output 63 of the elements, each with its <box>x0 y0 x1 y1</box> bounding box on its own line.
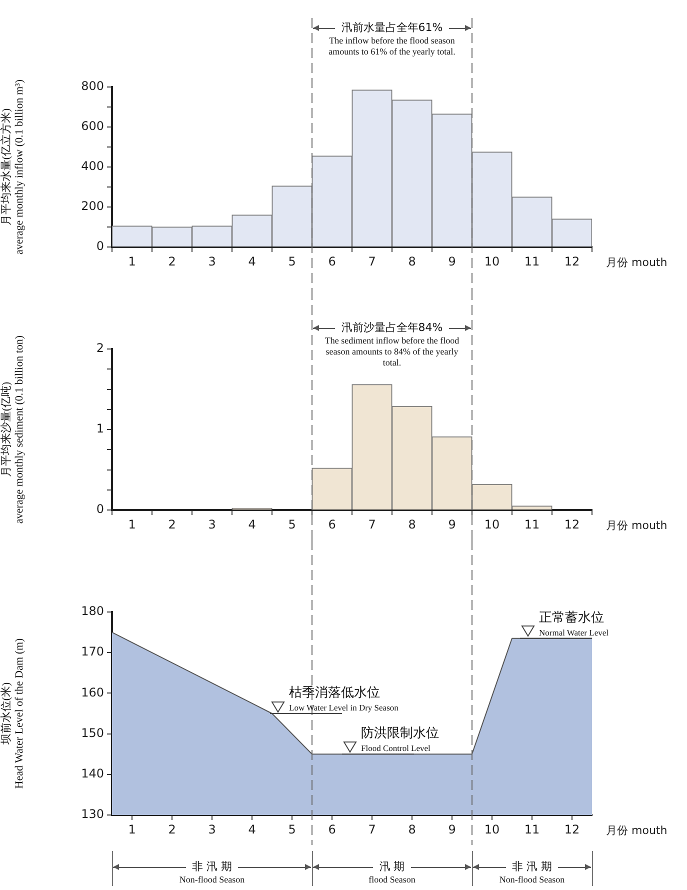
y-tick-label: 1 <box>96 422 104 436</box>
x-tick-label: 12 <box>564 517 580 532</box>
x-tick-label: 10 <box>484 822 500 836</box>
y-tick-label: 2 <box>96 341 104 356</box>
x-tick-label: 3 <box>208 254 216 268</box>
x-tick-label: 5 <box>288 822 296 836</box>
x-tick-label: 11 <box>524 254 540 268</box>
x-tick-label: 7 <box>368 822 376 836</box>
x-tick-label: 4 <box>248 254 256 268</box>
x-tick-label: 12 <box>564 254 580 268</box>
y-tick-label: 0 <box>96 502 104 516</box>
x-tick-label: 3 <box>208 517 216 532</box>
annotation: 汛前沙量占全年84% The sediment inflow before the flood season amounts to 84% of the yearly total. <box>324 320 460 368</box>
x-tick-label: 8 <box>408 517 416 532</box>
x-tick-label: 11 <box>524 517 540 532</box>
x-tick-label: 5 <box>288 517 296 532</box>
annotation: 正常蓄水位 Normal Water Level <box>539 610 610 638</box>
x-tick-label: 5 <box>288 254 296 268</box>
x-tick-label: 11 <box>524 822 540 836</box>
x-tick-label: 2 <box>168 822 176 836</box>
x-tick-label: 9 <box>448 822 456 836</box>
x-tick-label: 3 <box>208 822 216 836</box>
y-tick-label: 160 <box>81 685 104 700</box>
x-tick-label: 1 <box>128 254 136 268</box>
x-tick-label: 2 <box>168 254 176 268</box>
x-tick-label: 12 <box>564 822 580 836</box>
x-tick-label: 8 <box>408 822 416 836</box>
x-tick-label: 7 <box>368 517 376 532</box>
x-tick-label: 6 <box>328 254 336 268</box>
x-tick-label: 4 <box>248 517 256 532</box>
x-tick-label: 10 <box>484 517 500 532</box>
x-tick-label: 1 <box>128 822 136 836</box>
x-tick-label: 9 <box>448 254 456 268</box>
y-tick-label: 180 <box>81 604 104 618</box>
y-axis-title: 月平均来沙量(亿吨) average monthly sediment (0.1 billion ton) <box>0 335 26 524</box>
y-tick-label: 140 <box>81 766 104 781</box>
y-tick-label: 200 <box>81 199 104 214</box>
x-axis-title: 月份 mouth <box>606 256 668 269</box>
x-tick-label: 4 <box>248 822 256 836</box>
y-axis-title: 坝前水位(米) Head Water Level of the Dam (m) <box>0 638 26 789</box>
text: 非 汛 期 Non-flood Season <box>499 860 566 884</box>
text: 汛 期 flood Season <box>368 860 416 884</box>
x-tick-label: 8 <box>408 254 416 268</box>
x-tick-label: 2 <box>168 517 176 532</box>
x-axis-title: 月份 mouth <box>606 824 668 837</box>
y-tick-label: 0 <box>96 239 104 254</box>
y-tick-label: 400 <box>81 159 104 174</box>
y-axis-title: 月平均来水量(亿立方米) average monthly inflow (0.1 billion m³) <box>0 79 26 254</box>
x-axis-title: 月份 mouth <box>606 518 668 532</box>
y-tick-label: 800 <box>81 79 104 94</box>
x-tick-label: 10 <box>484 254 500 268</box>
x-tick-label: 7 <box>368 254 376 268</box>
x-tick-label: 1 <box>128 517 136 532</box>
y-tick-label: 170 <box>81 644 104 659</box>
x-tick-label: 6 <box>328 517 336 532</box>
y-tick-label: 130 <box>81 807 104 822</box>
x-tick-label: 6 <box>328 822 336 836</box>
text: 汛前水量占全年61% The inflow before the flood season amounts to 61% of the yearly total. <box>328 20 456 56</box>
text: 非 汛 期 Non-flood Season <box>179 860 246 884</box>
x-tick-label: 9 <box>448 517 456 532</box>
annotation: 防洪限制水位 Flood Control Level <box>361 726 439 754</box>
y-tick-label: 150 <box>81 726 104 740</box>
y-tick-label: 600 <box>81 119 104 134</box>
